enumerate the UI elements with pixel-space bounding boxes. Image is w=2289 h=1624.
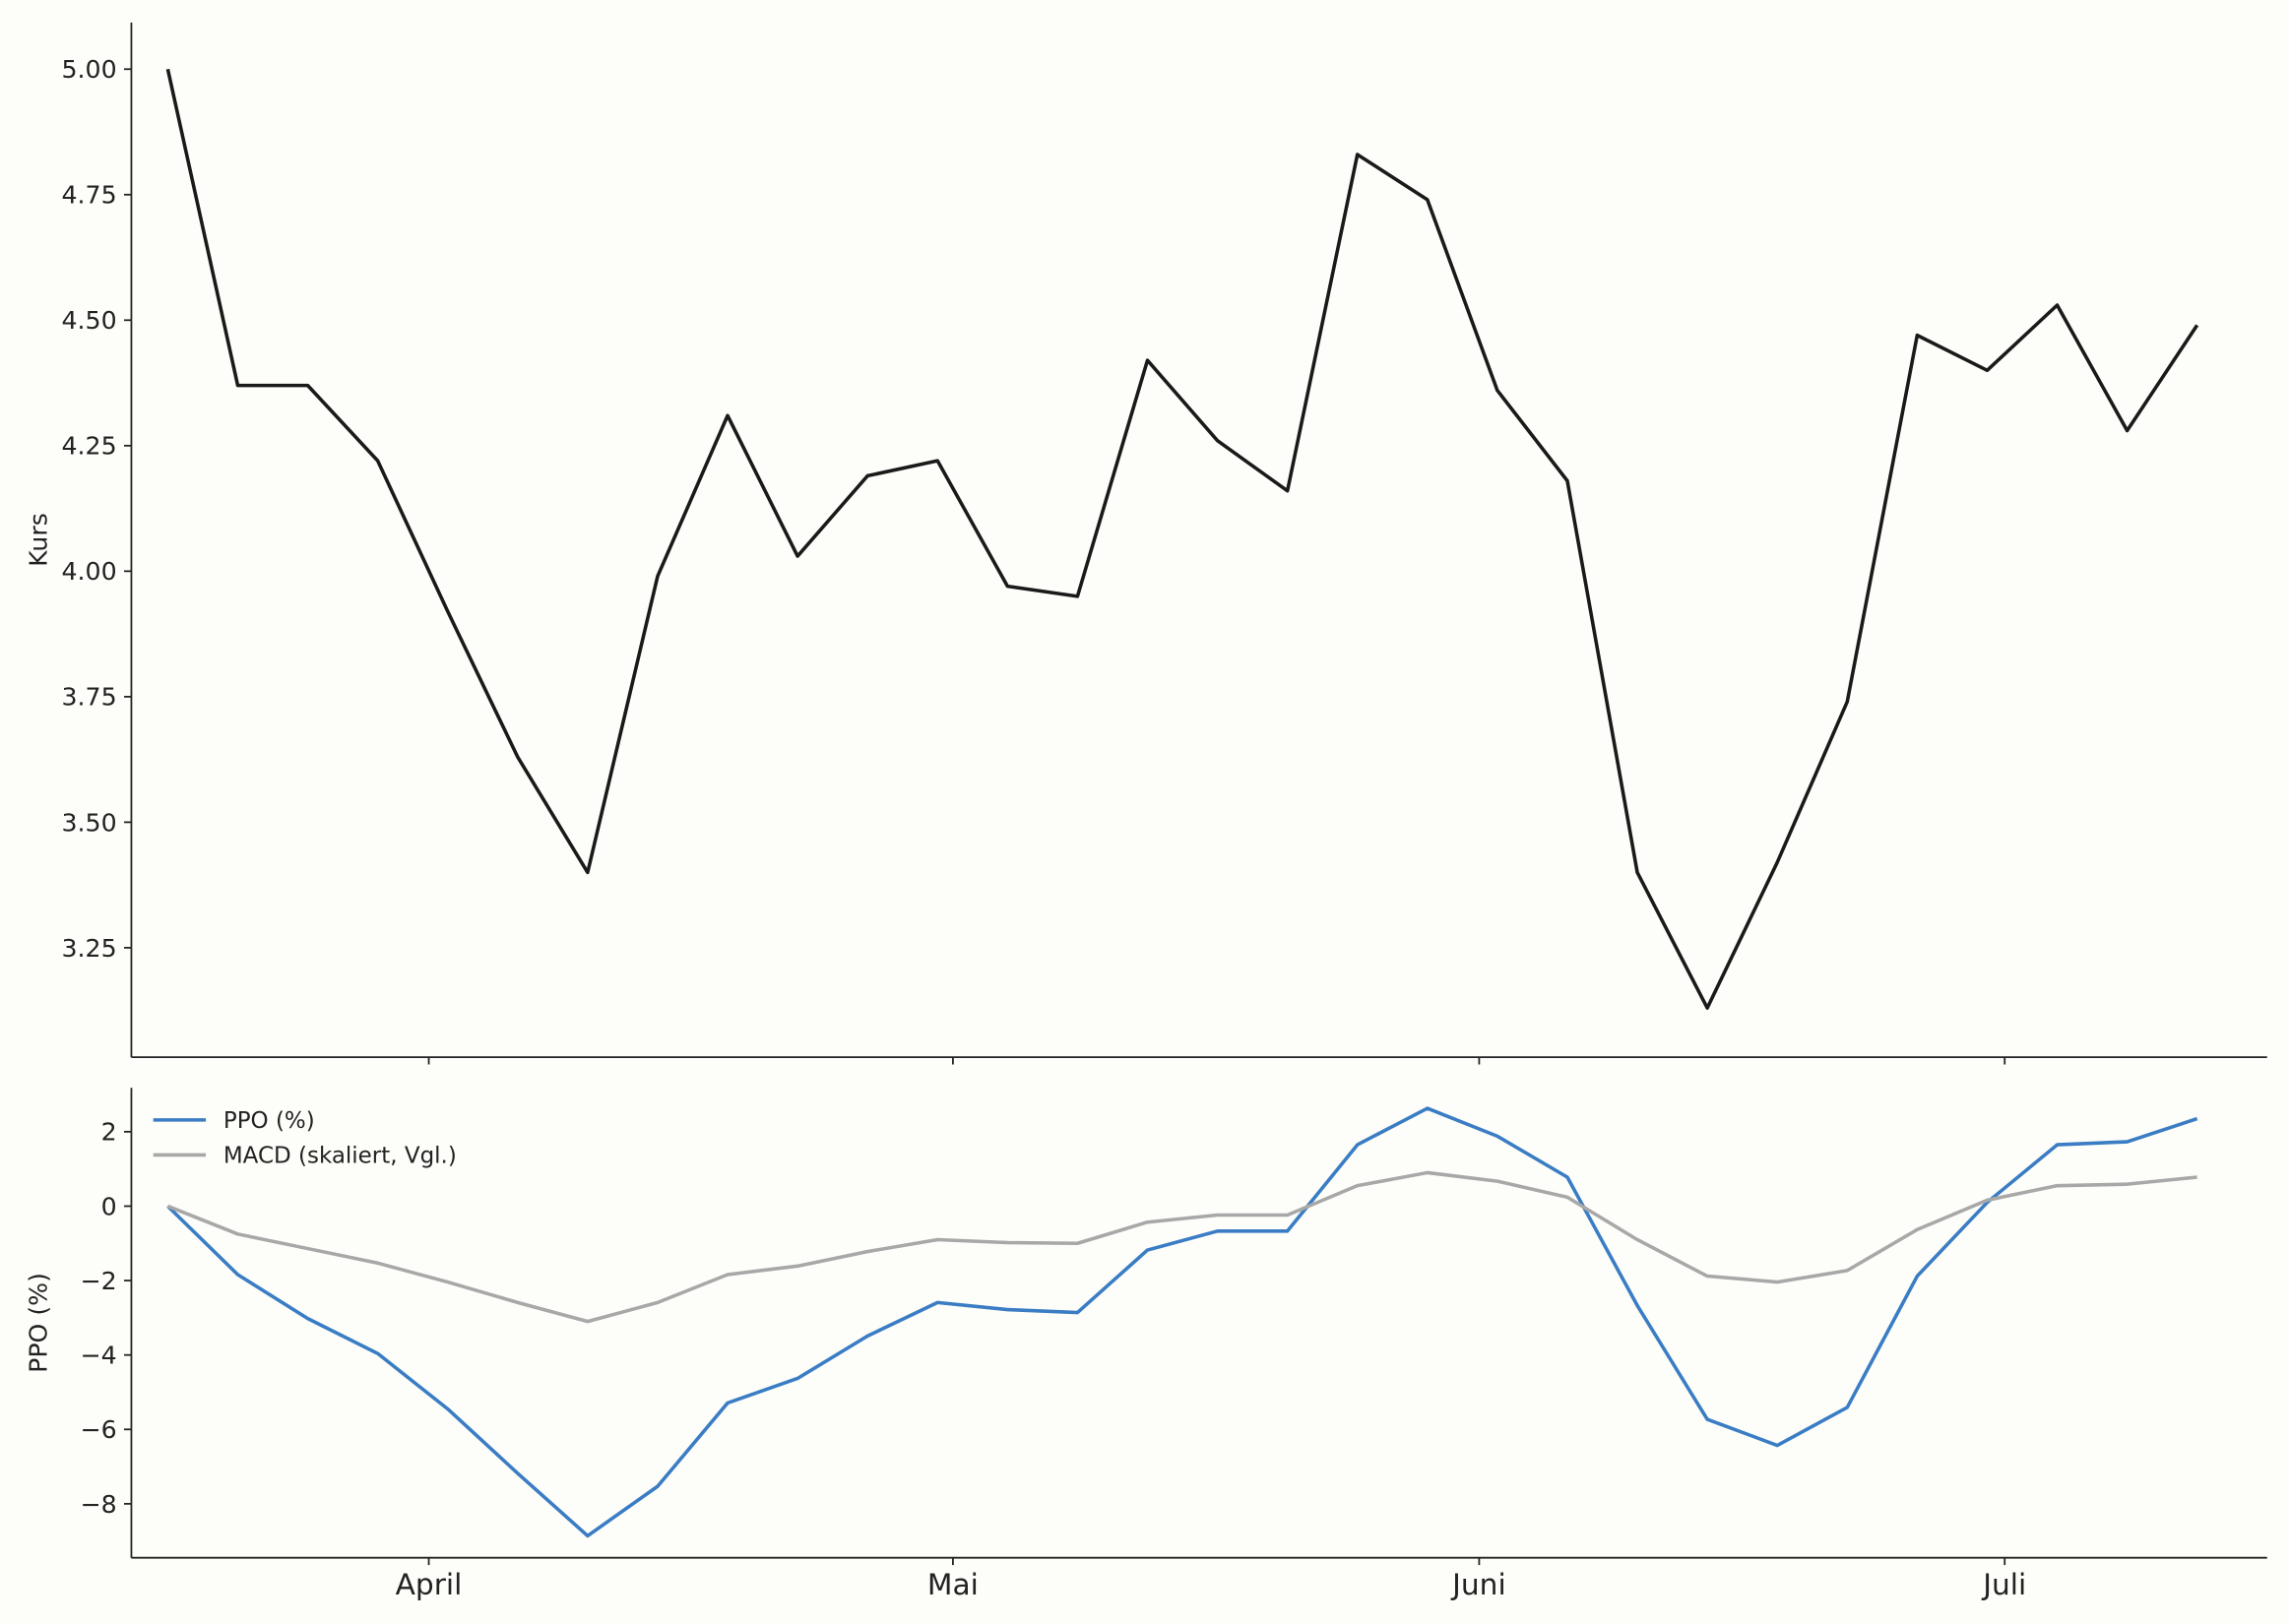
y-tick-label: 3.75 [62, 683, 117, 712]
y-tick-label: 3.25 [62, 934, 117, 963]
y-tick-label: 2 [101, 1118, 117, 1147]
y-tick-label: 5.00 [62, 55, 117, 84]
legend-label: PPO (%) [223, 1108, 315, 1134]
y-tick-label: −4 [80, 1342, 116, 1370]
series-line [166, 1106, 2198, 1538]
legend-label: MACD (skaliert, Vgl.) [223, 1144, 457, 1169]
y-tick-label: 4.25 [62, 432, 117, 461]
x-tick-label: April [396, 1567, 463, 1601]
x-tick-label: Juni [1450, 1567, 1506, 1601]
y-axis-label: PPO (%) [24, 1273, 52, 1373]
y-tick-label: 4.50 [62, 306, 117, 335]
y-tick-label: 0 [101, 1192, 117, 1220]
y-tick-label: 3.50 [62, 808, 117, 837]
y-tick-label: 4.00 [62, 557, 117, 586]
y-tick-label: −8 [80, 1490, 116, 1519]
y-tick-label: −6 [80, 1415, 116, 1444]
y-tick-label: 4.75 [62, 181, 117, 210]
series-line [166, 1170, 2197, 1324]
y-tick-label: −2 [80, 1267, 116, 1295]
x-tick-label: Juli [1981, 1567, 2026, 1601]
x-tick-label: Mai [927, 1567, 979, 1601]
price-line [165, 68, 2199, 1010]
y-axis-label: Kurs [24, 513, 52, 567]
